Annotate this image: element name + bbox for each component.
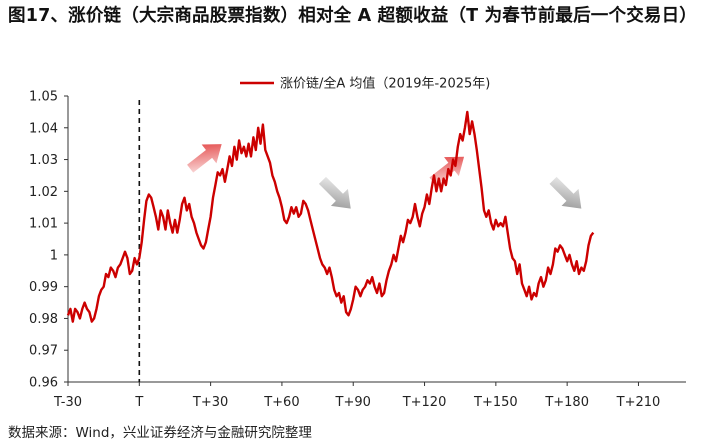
chart-axes: 0.96 0.97 0.98 0.99 1 1.01 1.02 1.03 1.04 1.05 T-3… (29, 90, 686, 410)
x-tick-label: T+30 (192, 395, 228, 410)
arrow-up-icon (187, 144, 222, 173)
x-tick-label: T-30 (53, 395, 82, 410)
x-tick-label: T+150 (473, 395, 518, 410)
arrow-down-icon (318, 176, 351, 209)
legend: 涨价链/全A 均值（2019年-2025年) (240, 76, 490, 92)
x-tick-label: T+210 (616, 395, 661, 410)
y-tick-label: 0.99 (29, 280, 58, 295)
y-tick-label: 0.98 (29, 312, 58, 327)
arrow-down-icon (549, 176, 582, 209)
y-tick-label: 0.96 (29, 376, 58, 391)
y-tick-label: 1.04 (29, 121, 58, 136)
x-tick-label: T (134, 395, 143, 410)
y-tick-label: 1 (50, 248, 58, 263)
x-tick-label: T+60 (263, 395, 299, 410)
y-tick-label: 1.03 (29, 153, 58, 168)
y-tick-label: 1.05 (29, 90, 58, 105)
y-tick-label: 1.02 (29, 185, 58, 200)
figure-title: 图17、涨价链（大宗商品股票指数）相对全 A 超额收益（T 为春节前最后一个交易… (8, 6, 698, 26)
y-tick-label: 0.97 (29, 344, 58, 359)
x-tick-label: T+180 (544, 395, 589, 410)
x-tick-label: T+120 (402, 395, 447, 410)
source-note: 数据来源：Wind，兴业证券经济与金融研究院整理 (8, 425, 312, 441)
legend-label: 涨价链/全A 均值（2019年-2025年) (280, 76, 490, 92)
series-line (66, 110, 595, 323)
x-tick-label: T+90 (335, 395, 371, 410)
y-tick-label: 1.01 (29, 217, 58, 232)
